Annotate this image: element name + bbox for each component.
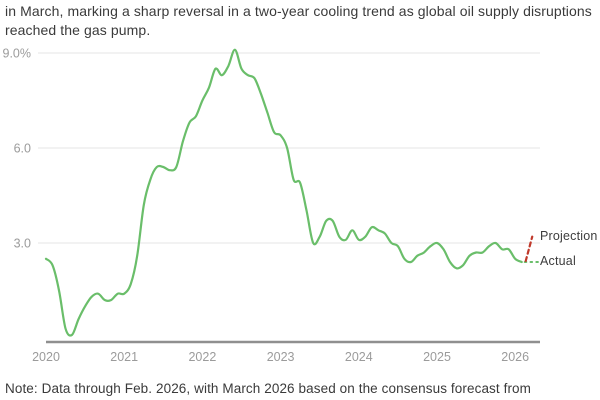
- x-axis-tick-label: 2023: [267, 350, 295, 364]
- x-axis-tick-label: 2024: [345, 350, 373, 364]
- actual-series-label: Actual: [540, 254, 576, 268]
- chart-intro-text: in March, marking a sharp reversal in a …: [5, 3, 592, 38]
- actual-line: [44, 48, 523, 337]
- y-axis-tick-label: 9.0%: [3, 46, 32, 60]
- y-axis-tick-label: 3.0: [14, 236, 31, 250]
- projection-series-label: Projection: [540, 229, 598, 243]
- y-axis-tick-label: 6.0: [14, 141, 31, 155]
- projection-line: [524, 235, 534, 263]
- source-note: Note: Data through Feb. 2026, with March…: [5, 381, 531, 396]
- x-axis-tick-label: 2026: [501, 350, 529, 364]
- x-axis-tick-label: 2025: [423, 350, 451, 364]
- x-axis-tick-label: 2022: [188, 350, 216, 364]
- x-axis-tick-label: 2020: [32, 350, 60, 364]
- x-axis-tick-label: 2021: [110, 350, 138, 364]
